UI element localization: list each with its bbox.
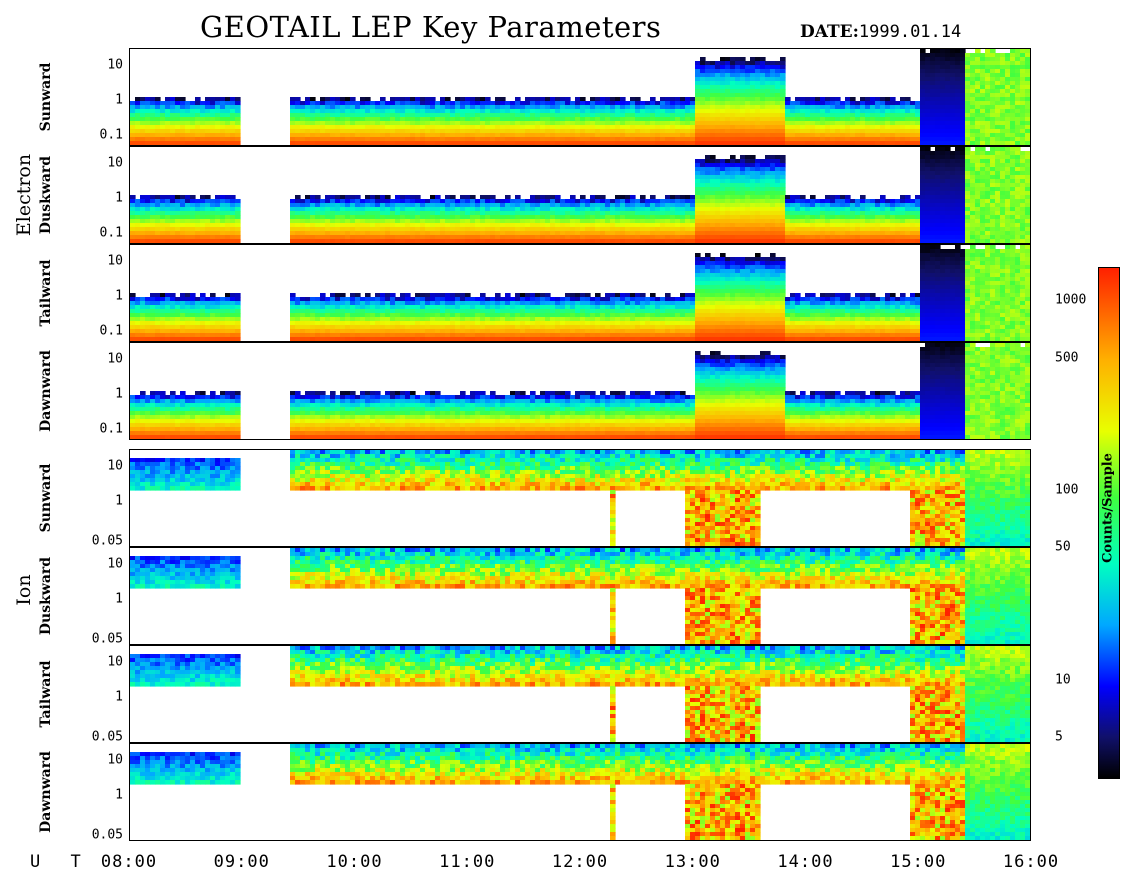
y-tick-label: 10 [107,458,123,474]
spectrogram-7 [130,744,1030,840]
chart-title: GEOTAIL LEP Key Parameters [200,10,662,44]
panel-label-5: Duskward [38,556,54,636]
y-tick-label: 10 [107,654,123,670]
panel-electron-tailward [129,244,1031,342]
spectrogram-6 [130,646,1030,742]
x-axis-label: U T [30,852,91,872]
colorbar-tick-label: 50 [1055,539,1071,555]
group-label-ion: Ion [13,574,35,606]
y-tick-label: 0.1 [99,225,123,241]
spectrogram-5 [130,548,1030,644]
y-tick-label: 10 [107,57,123,73]
y-tick-label: 10 [107,752,123,768]
y-tick-label: 1 [115,591,123,607]
panel-electron-sunward [129,48,1031,146]
x-tick-label: 08:00 [100,852,158,872]
panel-label-4: Sunward [38,463,54,533]
x-tick-label: 13:00 [664,852,721,872]
y-tick-label: 1 [115,92,123,108]
panel-label-6: Tailward [38,660,54,728]
panel-electron-duskward [129,146,1031,244]
y-tick-label: 10 [107,155,123,171]
panel-ion-duskward [129,547,1031,645]
y-tick-label: 1 [115,787,123,803]
date-value: 1999.01.14 [858,22,962,42]
spectrogram-1 [130,147,1030,243]
panel-label-3: Dawnward [38,350,54,432]
y-tick-label: 1 [115,190,123,206]
panel-label-7: Dawnward [38,751,54,833]
y-tick-label: 1 [115,386,123,402]
panel-ion-sunward [129,449,1031,547]
group-label-electron: Electron [13,153,35,237]
y-tick-label: 0.05 [91,533,123,549]
y-tick-label: 1 [115,689,123,705]
y-tick-label: 0.05 [91,827,123,843]
y-tick-label: 0.1 [99,323,123,339]
y-tick-label: 0.1 [99,127,123,143]
panel-ion-tailward [129,645,1031,743]
y-tick-label: 1 [115,493,123,509]
colorbar [1098,267,1120,779]
colorbar-tick-label: 100 [1055,482,1079,498]
panel-label-1: Duskward [38,155,54,235]
colorbar-tick-label: 5 [1055,729,1063,745]
colorbar-tick-label: 500 [1055,350,1079,365]
y-tick-label: 10 [107,253,123,269]
panel-ion-dawnward [129,743,1031,841]
colorbar-label: Counts/Sample [1100,453,1116,563]
x-tick-label: 09:00 [213,852,270,872]
x-tick-label: 12:00 [551,852,609,872]
date-label: DATE: [800,22,859,42]
panel-label-2: Tailward [38,259,54,327]
spectrogram-3 [130,343,1030,439]
y-tick-label: 0.1 [99,421,123,437]
x-tick-label: 16:00 [1002,852,1060,872]
colorbar-tick-label: 10 [1055,672,1071,688]
y-tick-label: 10 [107,556,123,572]
x-tick-label: 11:00 [439,852,496,872]
x-tick-label: 10:00 [326,852,383,872]
spectrogram-0 [130,49,1030,145]
date-readout: DATE:1999.01.14 [800,22,961,42]
x-tick-label: 15:00 [890,852,947,872]
y-tick-label: 10 [107,351,123,367]
y-tick-label: 0.05 [91,631,123,647]
panel-label-0: Sunward [38,62,54,132]
y-tick-label: 0.05 [91,729,123,745]
spectrogram-4 [130,450,1030,546]
spectrogram-2 [130,245,1030,341]
panel-electron-dawnward [129,342,1031,440]
x-tick-label: 14:00 [777,852,834,872]
colorbar-tick-label: 1000 [1055,292,1087,308]
y-tick-label: 1 [115,288,123,304]
